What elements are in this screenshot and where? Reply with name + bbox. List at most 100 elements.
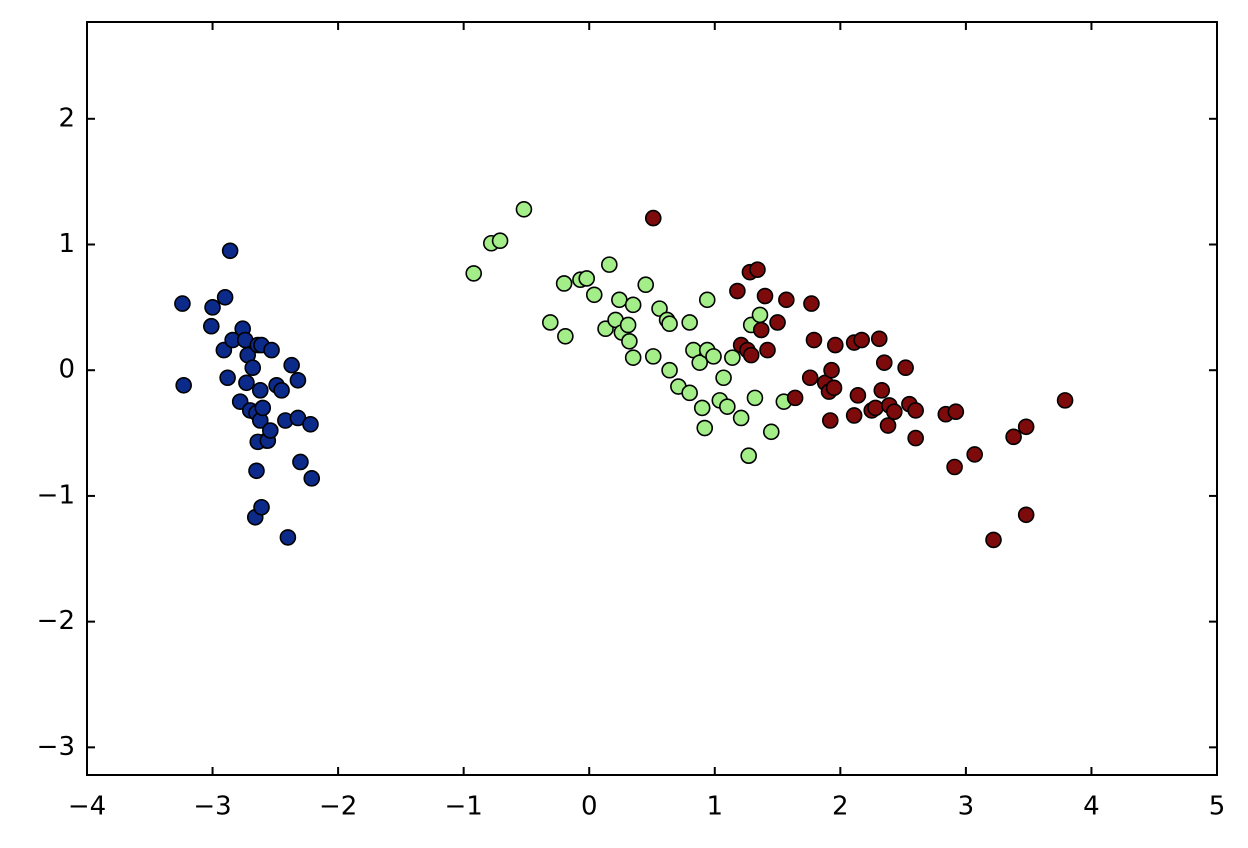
scatter-point <box>749 261 766 278</box>
x-tick-label: 1 <box>707 792 724 822</box>
scatter-point <box>621 333 638 350</box>
scatter-point <box>263 341 280 359</box>
y-tick-label: −1 <box>37 480 75 510</box>
scatter-point <box>778 291 795 309</box>
scatter-point <box>601 256 618 273</box>
scatter-point <box>705 348 722 365</box>
scatter-point <box>907 402 924 419</box>
scatter-point <box>693 399 711 417</box>
x-tick-label: 0 <box>581 792 598 822</box>
scatter-point <box>585 286 603 304</box>
scatter-point <box>897 359 914 377</box>
y-tick-label: −2 <box>37 606 75 636</box>
scatter-point <box>619 316 637 334</box>
scatter-point <box>302 415 319 433</box>
scatter-point <box>254 399 272 417</box>
scatter-point <box>729 282 746 300</box>
scatter-point <box>696 419 714 437</box>
scatter-point <box>204 299 221 316</box>
scatter-point <box>1017 506 1035 524</box>
y-tick-label: 2 <box>58 103 75 133</box>
scatter-point <box>746 389 764 407</box>
plot-area <box>86 21 1218 776</box>
scatter-point <box>219 369 236 387</box>
x-tick-label: 3 <box>958 792 975 822</box>
scatter-point <box>253 498 270 516</box>
scatter-point <box>825 379 843 397</box>
scatter-point <box>279 529 297 546</box>
scatter-point <box>732 409 750 427</box>
scatter-point <box>661 361 678 379</box>
scatter-point <box>769 314 786 331</box>
scatter-point <box>557 327 574 345</box>
scatter-point <box>867 399 884 417</box>
scatter-point <box>966 446 983 463</box>
scatter-point <box>637 276 655 294</box>
scatter-point <box>289 371 307 389</box>
scatter-point <box>821 412 839 429</box>
scatter-point <box>644 348 662 365</box>
scatter-point <box>740 447 757 464</box>
scatter-point <box>947 403 965 420</box>
scatter-point <box>1005 428 1022 446</box>
scatter-point <box>1017 418 1035 436</box>
x-tick-label: 2 <box>832 792 849 822</box>
scatter-point <box>853 331 870 349</box>
scatter-point <box>873 382 891 399</box>
scatter-point <box>849 387 867 404</box>
scatter-point <box>752 321 770 339</box>
scatter-point <box>946 458 963 476</box>
scatter-point <box>203 317 220 335</box>
scatter-point <box>555 275 573 292</box>
scatter-point <box>238 374 255 392</box>
scatter-point <box>262 422 279 439</box>
scatter-point <box>870 330 888 348</box>
scatter-point <box>786 389 804 407</box>
scatter-point <box>698 291 716 309</box>
y-tick-label: 0 <box>58 355 75 385</box>
scatter-point <box>611 291 628 309</box>
scatter-point <box>221 242 239 260</box>
scatter-point <box>762 423 780 441</box>
scatter-point <box>985 531 1002 549</box>
scatter-point <box>719 398 736 415</box>
x-tick-label: 5 <box>1209 792 1226 822</box>
scatter-point <box>661 315 678 333</box>
scatter-point <box>805 331 823 349</box>
scatter-point <box>216 289 234 306</box>
scatter-point <box>803 295 820 312</box>
y-tick-label: 1 <box>58 229 75 259</box>
scatter-point <box>886 403 903 420</box>
scatter-point <box>823 361 840 379</box>
scatter-point <box>251 382 269 399</box>
scatter-point <box>681 384 698 402</box>
scatter-point <box>248 462 265 480</box>
scatter-point <box>624 349 642 366</box>
scatter-point <box>491 232 509 250</box>
scatter-point <box>875 354 893 371</box>
scatter-point <box>724 349 741 366</box>
scatter-point <box>578 270 596 287</box>
scatter-point <box>742 346 760 364</box>
scatter-point <box>715 369 732 387</box>
y-tick-label: −3 <box>37 732 75 762</box>
scatter-point <box>681 314 698 331</box>
x-tick-label: 4 <box>1083 792 1100 822</box>
x-tick-label: −3 <box>193 792 231 822</box>
x-tick-label: −4 <box>68 792 106 822</box>
scatter-point <box>691 354 709 371</box>
scatter-point <box>283 356 300 374</box>
scatter-point <box>273 382 290 399</box>
scatter-point <box>879 417 897 434</box>
scatter-point <box>515 201 533 218</box>
scatter-point <box>651 300 668 317</box>
scatter-point <box>1056 392 1074 409</box>
scatter-point <box>756 287 774 305</box>
scatter-point <box>801 369 819 387</box>
scatter-point <box>292 453 309 471</box>
scatter-point <box>174 295 191 312</box>
scatter-point <box>644 209 662 227</box>
scatter-point <box>827 336 844 354</box>
scatter-point <box>624 296 642 314</box>
